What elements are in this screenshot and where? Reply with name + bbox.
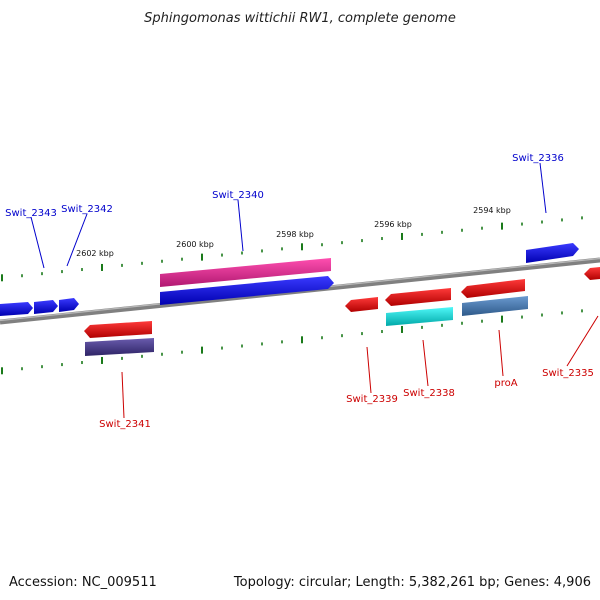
feature-swit-2340[interactable] [160,258,331,287]
feature-proa[interactable] [462,296,528,316]
accession-text: Accession: NC_009511 [9,575,157,590]
gene-swit-2341[interactable] [84,321,152,338]
lower-tick-row [1,309,583,375]
gene-swit-2342a[interactable] [34,300,58,314]
feature-swit-2341[interactable] [85,338,154,356]
gene-label-swit-2339: Swit_2339 [346,394,398,405]
gene-label-swit-2343: Swit_2343 [5,208,57,219]
genome-summary-text: Topology: circular; Length: 5,382,261 bp… [233,575,591,590]
gene-label-swit-2335: Swit_2335 [542,368,594,379]
tick-label-2596: 2596 kbp [374,220,412,229]
gene-label-swit-2340: Swit_2340 [212,190,264,201]
gene-proa[interactable] [461,279,525,298]
feature-swit-2338[interactable] [386,307,453,326]
gene-swit-2335[interactable] [584,267,600,280]
map-title: Sphingomonas wittichii RW1, complete gen… [144,11,456,26]
gene-swit-2340[interactable] [160,276,334,305]
gene-label-proa: proA [494,378,517,389]
gene-swit-2343[interactable] [0,302,33,316]
gene-label-swit-2342: Swit_2342 [61,204,113,215]
upper-tick-row [1,216,583,282]
gene-swit-2339[interactable] [345,297,378,312]
tick-label-2598: 2598 kbp [276,230,314,239]
gene-label-swit-2336: Swit_2336 [512,153,564,164]
tick-label-2600: 2600 kbp [176,240,214,249]
tick-label-2602: 2602 kbp [76,249,114,258]
gene-swit-2338[interactable] [385,288,451,306]
label-leader-lines [30,162,599,419]
gene-label-swit-2341: Swit_2341 [99,419,151,430]
gene-swit-2342b[interactable] [59,298,79,312]
gene-swit-2336[interactable] [526,243,579,263]
tick-label-2594: 2594 kbp [473,206,511,215]
gene-label-swit-2338: Swit_2338 [403,388,455,399]
